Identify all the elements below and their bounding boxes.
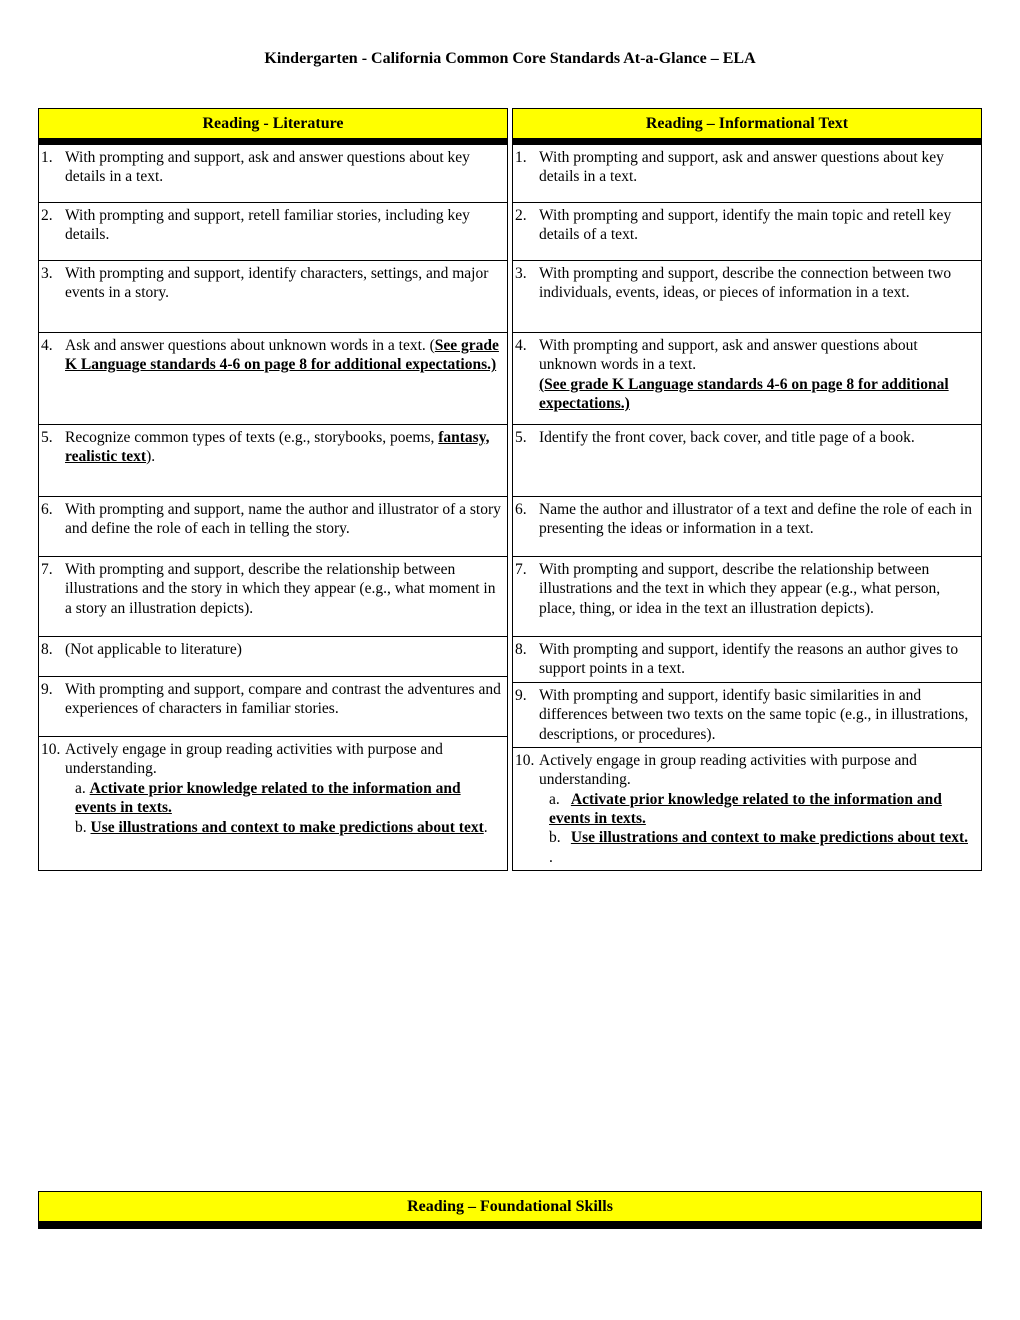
- right-column: Reading – Informational Text 1. With pro…: [512, 108, 982, 871]
- table-row: 7. With prompting and support, describe …: [513, 557, 981, 637]
- row-content: With prompting and support, ask and answ…: [537, 333, 981, 424]
- row-number: 1.: [513, 145, 537, 202]
- text-post: ).: [146, 448, 155, 465]
- sub-item-b: b. Use illustrations and context to make…: [539, 828, 975, 867]
- sub-label: a.: [75, 780, 86, 797]
- bottom-header: Reading – Foundational Skills: [39, 1192, 981, 1222]
- row-number: 7.: [39, 557, 63, 636]
- standards-comparison: Reading - Literature 1. With prompting a…: [38, 108, 982, 871]
- row-number: 10.: [513, 748, 537, 870]
- table-row: 10. Actively engage in group reading act…: [39, 737, 507, 845]
- sub-item-b: b. Use illustrations and context to make…: [65, 818, 501, 837]
- row-content: Name the author and illustrator of a tex…: [537, 497, 981, 556]
- table-row: 1. With prompting and support, ask and a…: [513, 145, 981, 203]
- sub-item-a: a. Activate prior knowledge related to t…: [539, 790, 975, 829]
- row-content: Ask and answer questions about unknown w…: [63, 333, 507, 424]
- sub-item-a: a. Activate prior knowledge related to t…: [65, 779, 501, 818]
- row-number: 4.: [513, 333, 537, 424]
- left-column: Reading - Literature 1. With prompting a…: [38, 108, 508, 871]
- table-row: 5. Identify the front cover, back cover,…: [513, 425, 981, 497]
- row-content: With prompting and support, name the aut…: [63, 497, 507, 556]
- table-row: 6. With prompting and support, name the …: [39, 497, 507, 557]
- row-number: 2.: [513, 203, 537, 260]
- row-content: With prompting and support, describe the…: [537, 261, 981, 332]
- row-content: (Not applicable to literature): [63, 637, 507, 676]
- row-number: 8.: [39, 637, 63, 676]
- text-post: .: [484, 819, 488, 836]
- table-row: 2. With prompting and support, identify …: [513, 203, 981, 261]
- row-number: 5.: [39, 425, 63, 496]
- sub-label: a.: [549, 790, 567, 809]
- divider: [39, 1222, 981, 1228]
- row-content: With prompting and support, identify the…: [537, 637, 981, 682]
- row-number: 4.: [39, 333, 63, 424]
- text-post: .: [549, 849, 553, 866]
- row-content: Actively engage in group reading activit…: [63, 737, 507, 845]
- table-row: 4. With prompting and support, ask and a…: [513, 333, 981, 425]
- row-content: Recognize common types of texts (e.g., s…: [63, 425, 507, 496]
- table-row: 3. With prompting and support, identify …: [39, 261, 507, 333]
- row-content: Actively engage in group reading activit…: [537, 748, 981, 870]
- underlined-text: Activate prior knowledge related to the …: [549, 791, 942, 827]
- underlined-text: Use illustrations and context to make pr…: [91, 819, 484, 836]
- table-row: 9. With prompting and support, compare a…: [39, 677, 507, 737]
- text-pre: Recognize common types of texts (e.g., s…: [65, 429, 438, 446]
- left-header: Reading - Literature: [39, 109, 507, 139]
- table-row: 7. With prompting and support, describe …: [39, 557, 507, 637]
- intro-text: Actively engage in group reading activit…: [539, 752, 917, 788]
- underlined-text: Use illustrations and context to make pr…: [571, 829, 968, 846]
- row-number: 9.: [39, 677, 63, 736]
- sub-label: b.: [75, 819, 87, 836]
- row-content: With prompting and support, describe the…: [63, 557, 507, 636]
- row-content: With prompting and support, describe the…: [537, 557, 981, 636]
- row-number: 2.: [39, 203, 63, 260]
- row-content: With prompting and support, identify cha…: [63, 261, 507, 332]
- row-number: 10.: [39, 737, 63, 845]
- row-content: With prompting and support, ask and answ…: [537, 145, 981, 202]
- text-pre: Ask and answer questions about unknown w…: [65, 337, 435, 354]
- foundational-skills-section: Reading – Foundational Skills: [38, 1191, 982, 1229]
- table-row: 5. Recognize common types of texts (e.g.…: [39, 425, 507, 497]
- table-row: 8. With prompting and support, identify …: [513, 637, 981, 683]
- row-number: 6.: [39, 497, 63, 556]
- table-row: 1. With prompting and support, ask and a…: [39, 145, 507, 203]
- table-row: 6. Name the author and illustrator of a …: [513, 497, 981, 557]
- intro-text: Actively engage in group reading activit…: [65, 741, 443, 777]
- table-row: 2. With prompting and support, retell fa…: [39, 203, 507, 261]
- table-row: 10. Actively engage in group reading act…: [513, 748, 981, 870]
- right-header: Reading – Informational Text: [513, 109, 981, 139]
- row-content: With prompting and support, identify bas…: [537, 683, 981, 747]
- row-number: 9.: [513, 683, 537, 747]
- text-pre: With prompting and support, ask and answ…: [539, 337, 918, 373]
- row-number: 3.: [39, 261, 63, 332]
- row-number: 3.: [513, 261, 537, 332]
- row-content: With prompting and support, compare and …: [63, 677, 507, 736]
- table-row: 9. With prompting and support, identify …: [513, 683, 981, 748]
- table-row: 8. (Not applicable to literature): [39, 637, 507, 677]
- row-number: 5.: [513, 425, 537, 496]
- row-number: 1.: [39, 145, 63, 202]
- row-content: With prompting and support, ask and answ…: [63, 145, 507, 202]
- table-row: 3. With prompting and support, describe …: [513, 261, 981, 333]
- sub-label: b.: [549, 828, 567, 847]
- underlined-text: Activate prior knowledge related to the …: [75, 780, 461, 816]
- row-content: With prompting and support, identify the…: [537, 203, 981, 260]
- underlined-text: (See grade K Language standards 4-6 on p…: [539, 376, 949, 412]
- row-number: 8.: [513, 637, 537, 682]
- row-content: With prompting and support, retell famil…: [63, 203, 507, 260]
- row-number: 7.: [513, 557, 537, 636]
- table-row: 4. Ask and answer questions about unknow…: [39, 333, 507, 425]
- row-content: Identify the front cover, back cover, an…: [537, 425, 981, 496]
- page-title: Kindergarten - California Common Core St…: [38, 50, 982, 68]
- row-number: 6.: [513, 497, 537, 556]
